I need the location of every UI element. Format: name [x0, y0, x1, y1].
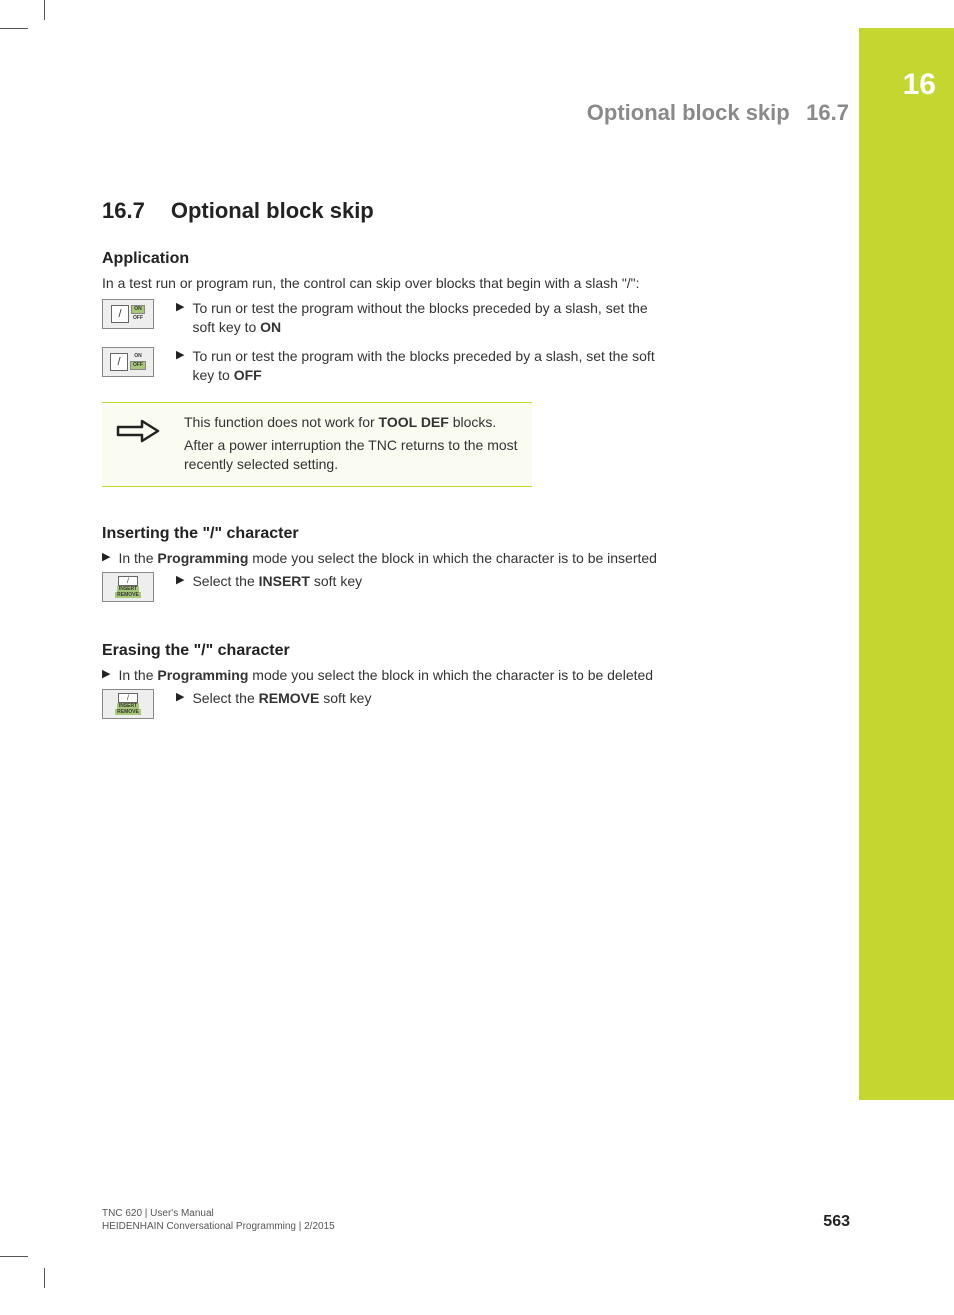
bullet-text: In the Programming mode you select the b…: [118, 549, 657, 568]
crop-mark: [0, 1256, 28, 1257]
text-segment: soft key: [319, 690, 371, 706]
bold-text: Programming: [157, 667, 248, 683]
softkey-insert-remove-icon: / INSERT REMOVE: [102, 572, 154, 602]
bullet-item: ▶ In the Programming mode you select the…: [102, 549, 662, 568]
text-segment: Select the: [192, 573, 258, 589]
bold-text: ON: [260, 319, 281, 335]
text-segment: mode you select the block in which the c…: [248, 667, 653, 683]
slash-icon: /: [118, 576, 138, 586]
bold-text: REMOVE: [259, 690, 320, 706]
triangle-bullet-icon: ▶: [176, 347, 184, 365]
softkey-on-icon: / ON OFF: [102, 299, 154, 329]
bold-text: Programming: [157, 550, 248, 566]
footer: TNC 620 | User's Manual HEIDENHAIN Conve…: [102, 1207, 335, 1233]
softkey-off-icon: / ON OFF: [102, 347, 154, 377]
text-segment: soft key: [310, 573, 362, 589]
bold-text: TOOL DEF: [379, 414, 449, 430]
bold-text: OFF: [234, 367, 262, 383]
bullet-item: ▶ To run or test the program without the…: [176, 299, 662, 337]
arrow-right-icon: [108, 413, 168, 474]
bullet-item: ▶ In the Programming mode you select the…: [102, 666, 662, 685]
bullet-text: Select the REMOVE soft key: [192, 689, 371, 708]
softkey-label-remove: REMOVE: [115, 592, 141, 598]
slash-icon: /: [111, 305, 129, 323]
section-heading: 16.7 Optional block skip: [102, 198, 662, 224]
intro-paragraph: In a test run or program run, the contro…: [102, 274, 662, 293]
softkey-label-off: OFF: [130, 361, 146, 370]
chapter-tab: 16: [859, 28, 954, 1100]
note-box: This function does not work for TOOL DEF…: [102, 402, 532, 487]
softkey-insert-remove-icon: / INSERT REMOVE: [102, 689, 154, 719]
triangle-bullet-icon: ▶: [176, 572, 184, 590]
page-number: 563: [823, 1213, 850, 1231]
text-segment: After a power interruption the TNC retur…: [184, 436, 522, 474]
bullet-text: To run or test the program without the b…: [192, 299, 662, 337]
text-segment: This function does not work for: [184, 414, 379, 430]
text-segment: In the: [118, 550, 157, 566]
bullet-item: ▶ Select the INSERT soft key: [176, 572, 662, 591]
footer-line-2: HEIDENHAIN Conversational Programming | …: [102, 1220, 335, 1233]
softkey-label-on: ON: [130, 353, 146, 360]
section-number: 16.7: [102, 198, 145, 224]
subheading-application: Application: [102, 250, 662, 268]
text-segment: mode you select the block in which the c…: [248, 550, 657, 566]
text-segment: Select the: [192, 690, 258, 706]
crop-mark: [44, 1268, 45, 1288]
softkey-row-on: / ON OFF ▶ To run or test the program wi…: [102, 299, 662, 341]
subheading-erasing: Erasing the "/" character: [102, 642, 662, 660]
triangle-bullet-icon: ▶: [176, 299, 184, 317]
triangle-bullet-icon: ▶: [102, 666, 110, 684]
section-title: Optional block skip: [171, 198, 374, 224]
bullet-text: In the Programming mode you select the b…: [118, 666, 653, 685]
triangle-bullet-icon: ▶: [176, 689, 184, 707]
bullet-text: Select the INSERT soft key: [192, 572, 362, 591]
footer-line-1: TNC 620 | User's Manual: [102, 1207, 335, 1220]
crop-mark: [0, 28, 28, 29]
softkey-label-off: OFF: [131, 315, 145, 322]
softkey-label-remove: REMOVE: [115, 709, 141, 715]
softkey-row-remove: / INSERT REMOVE ▶ Select the REMOVE soft…: [102, 689, 662, 719]
bullet-text: To run or test the program with the bloc…: [192, 347, 662, 385]
page: 16 Optional block skip 16.7 16.7 Optiona…: [0, 0, 954, 1315]
triangle-bullet-icon: ▶: [102, 549, 110, 567]
running-head-title: Optional block skip: [587, 100, 790, 125]
running-head: Optional block skip 16.7: [587, 100, 849, 126]
bullet-item: ▶ To run or test the program with the bl…: [176, 347, 662, 385]
slash-icon: /: [118, 693, 138, 703]
running-head-number: 16.7: [806, 100, 849, 125]
softkey-row-insert: / INSERT REMOVE ▶ Select the INSERT soft…: [102, 572, 662, 602]
subheading-inserting: Inserting the "/" character: [102, 525, 662, 543]
content-area: 16.7 Optional block skip Application In …: [102, 198, 662, 721]
slash-icon: /: [110, 353, 128, 371]
softkey-row-off: / ON OFF ▶ To run or test the program wi…: [102, 347, 662, 389]
chapter-number: 16: [903, 68, 936, 102]
bullet-item: ▶ Select the REMOVE soft key: [176, 689, 662, 708]
text-segment: blocks.: [449, 414, 496, 430]
text-segment: In the: [118, 667, 157, 683]
softkey-label-on: ON: [131, 305, 145, 314]
note-text: This function does not work for TOOL DEF…: [184, 413, 522, 474]
bold-text: INSERT: [259, 573, 310, 589]
crop-mark: [44, 0, 45, 20]
